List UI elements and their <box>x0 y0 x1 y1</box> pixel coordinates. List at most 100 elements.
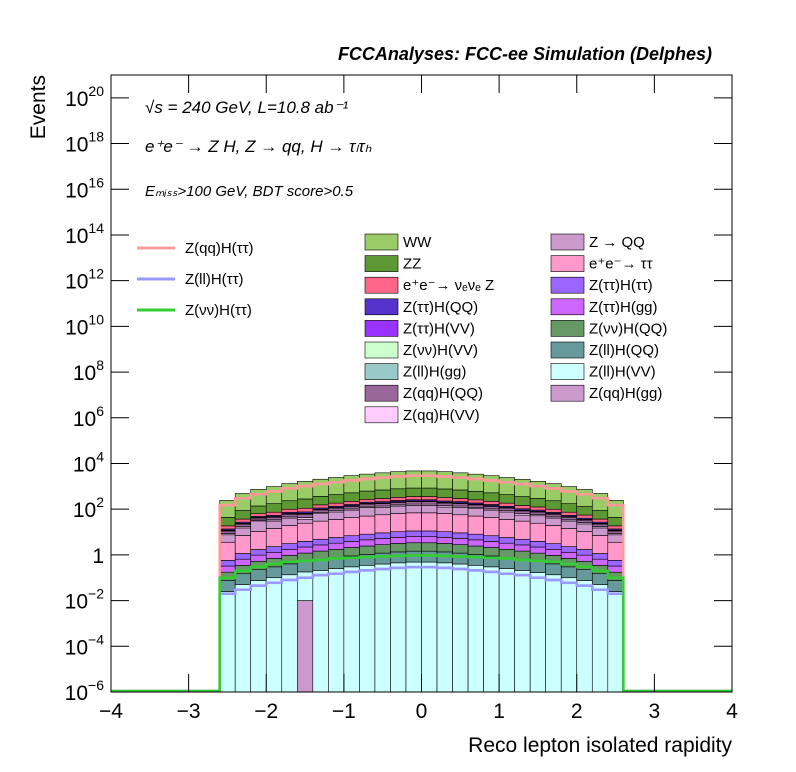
y-tick-exponent: 20 <box>88 83 104 99</box>
legend-label: Z(νν)H(ττ) <box>185 302 252 319</box>
bar-segment <box>296 541 314 548</box>
bar-segment <box>467 545 484 555</box>
bar-segment <box>452 563 469 693</box>
y-tick-label: 10−6 <box>65 677 105 705</box>
bar-segment <box>390 488 407 498</box>
legend-swatch <box>550 384 585 402</box>
bar-segment <box>219 580 236 592</box>
bar-segment <box>296 513 314 518</box>
bar-segment <box>467 490 484 501</box>
bar-segment <box>483 566 500 693</box>
bar-segment <box>359 473 376 492</box>
bar-segment <box>591 510 609 520</box>
bar-segment <box>219 571 236 581</box>
bar-segment <box>234 493 252 511</box>
bar-segment <box>607 517 624 527</box>
bar-segment <box>281 549 298 556</box>
bar-segment <box>390 471 407 490</box>
bar-segment <box>529 561 546 573</box>
bar-segment <box>328 549 345 559</box>
bar-segment <box>421 496 438 501</box>
legend-swatch <box>364 298 399 316</box>
bar-segment <box>250 489 267 507</box>
bar-segment <box>390 513 407 532</box>
bar-segment <box>265 486 283 505</box>
bar-segment <box>483 475 500 494</box>
bar-segment <box>234 510 252 520</box>
bar-segment <box>576 523 593 532</box>
bar-segment <box>576 519 593 523</box>
bar-segment <box>328 511 345 520</box>
bar-segment <box>296 481 314 500</box>
bar-segment <box>498 494 515 504</box>
y-tick-base: 10 <box>65 179 88 202</box>
bar-segment <box>265 516 283 521</box>
x-tick-label: −2 <box>254 700 278 723</box>
bar-segment <box>467 504 484 508</box>
x-tick-label: 0 <box>416 700 428 723</box>
bar-segment <box>591 584 609 693</box>
y-tick-base: 10 <box>73 362 96 385</box>
bar-segment <box>219 534 236 543</box>
bar-segment <box>219 560 236 567</box>
bar-segment <box>312 550 329 560</box>
bar-segment <box>312 504 329 509</box>
bar-segment <box>498 511 515 520</box>
legend-swatch <box>550 320 585 337</box>
bar-segment <box>483 509 500 518</box>
bar-segment <box>219 525 236 530</box>
bar-segment <box>405 536 422 544</box>
bar-segment <box>560 558 578 568</box>
bar-segment <box>436 497 453 502</box>
y-tick-label: 10−2 <box>65 586 105 614</box>
annotation: Eₘᵢₛₛ>100 GeV, BDT score>0.5 <box>145 183 354 200</box>
bar-segment <box>591 493 609 511</box>
x-tick-label: 4 <box>726 700 738 723</box>
bar-segment <box>328 494 345 504</box>
bar-segment <box>359 490 376 500</box>
bar-segment <box>390 537 407 544</box>
bar-segment <box>498 542 515 550</box>
bar-segment <box>343 492 360 502</box>
bar-segment <box>343 506 360 510</box>
bar-segment <box>374 563 391 693</box>
bar-segment <box>312 513 329 522</box>
y-tick-exponent: 12 <box>88 266 104 282</box>
bar-segment <box>607 571 624 581</box>
y-tick-label: 108 <box>73 357 104 385</box>
bar-segment <box>498 537 515 544</box>
bar-segment <box>576 560 593 570</box>
annotation: e⁺e⁻ → Z H, Z → qq, H → τₗτₕ <box>145 137 372 156</box>
y-tick-base: 10 <box>65 88 88 111</box>
bar-segment <box>234 518 252 523</box>
bar-segment <box>452 544 469 554</box>
bar-segment <box>296 518 314 524</box>
bar-segment <box>343 541 360 548</box>
y-tick-exponent: −6 <box>88 677 104 693</box>
bar-segment <box>498 502 515 507</box>
bar-segment <box>467 508 484 517</box>
bar-segment <box>234 558 252 566</box>
y-tick-exponent: 4 <box>96 448 104 464</box>
bar-segment <box>343 475 360 494</box>
bar-segment <box>545 500 562 510</box>
bar-segment <box>281 517 298 526</box>
bar-segment <box>312 520 329 540</box>
bar-segment <box>591 573 609 585</box>
bar-segment <box>296 561 314 573</box>
legend-label: e⁺e⁻→ νₑνₑ Z <box>403 277 494 294</box>
bar-segment <box>296 600 314 693</box>
bar-segment <box>281 483 298 502</box>
x-tick-label: 1 <box>493 700 505 723</box>
bar-segment <box>359 515 376 535</box>
bar-segment <box>498 549 515 559</box>
bar-segment <box>514 550 531 560</box>
bar-segment <box>498 568 515 693</box>
bar-segment <box>265 528 283 547</box>
bar-segment <box>514 544 531 552</box>
y-tick-label: 102 <box>73 494 104 522</box>
bar-segment <box>234 527 252 536</box>
bar-segment <box>452 552 469 565</box>
bar-segment <box>312 538 329 546</box>
bar-segment <box>514 505 531 510</box>
